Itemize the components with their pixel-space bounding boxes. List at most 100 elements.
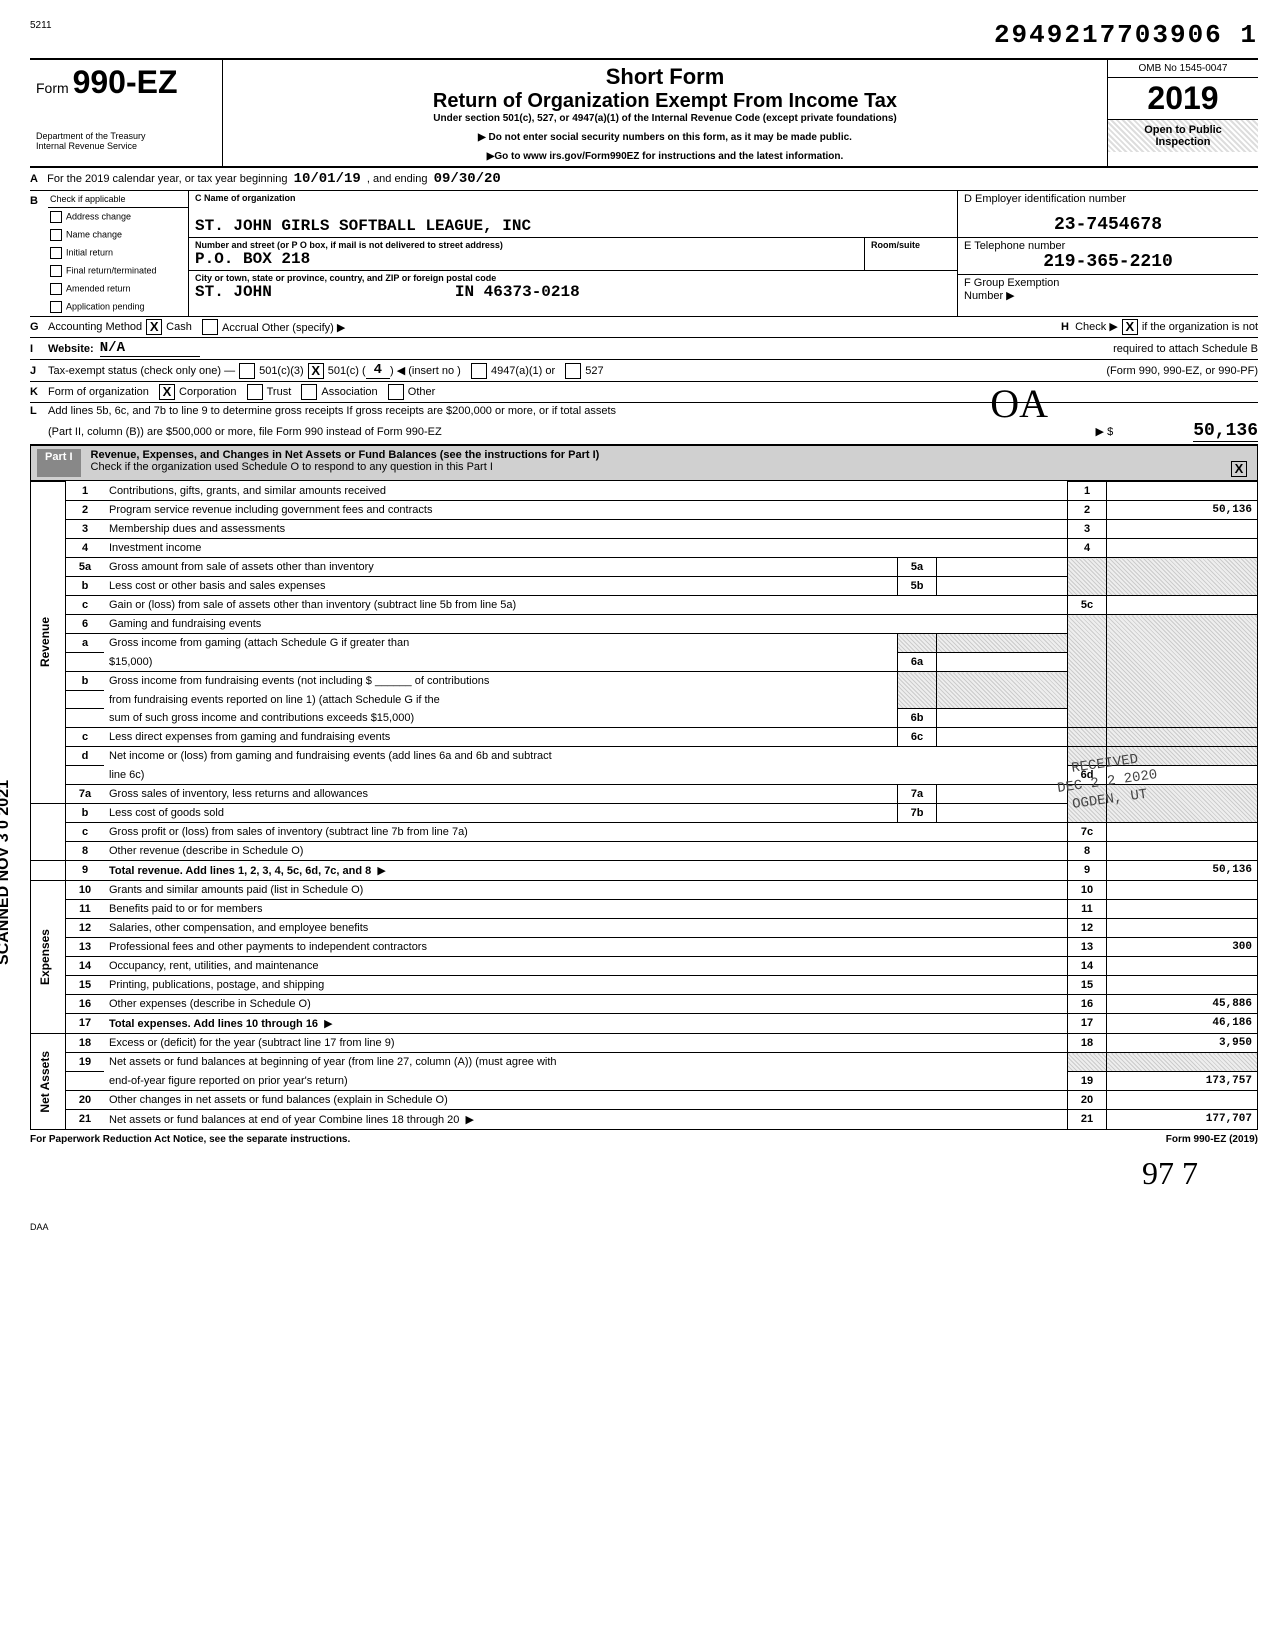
year: 2019: [1108, 78, 1258, 120]
addr: P.O. BOX 218: [195, 250, 858, 268]
cb-address-change[interactable]: Address change: [48, 208, 188, 226]
room-label: Room/suite: [871, 240, 951, 250]
org-name: ST. JOHN GIRLS SOFTBALL LEAGUE, INC: [195, 217, 951, 235]
main-title: Return of Organization Exempt From Incom…: [233, 90, 1097, 113]
h-text2: required to attach Schedule B: [1113, 343, 1258, 355]
instr1: ▶ Do not enter social security numbers o…: [233, 132, 1097, 143]
line-12: 12Salaries, other compensation, and empl…: [31, 919, 1258, 938]
line-19b: end-of-year figure reported on prior yea…: [31, 1072, 1258, 1091]
cb-name-change[interactable]: Name change: [48, 226, 188, 244]
line-2: 2Program service revenue including gover…: [31, 501, 1258, 520]
form-prefix: Form: [36, 80, 69, 96]
cb-4947[interactable]: [471, 363, 487, 379]
part1-check: Check if the organization used Schedule …: [91, 461, 493, 473]
f-label2: Number ▶: [964, 289, 1252, 302]
org-col: C Name of organization ST. JOHN GIRLS SO…: [189, 191, 957, 316]
c-label: C Name of organization: [195, 193, 951, 203]
line-10: Expenses10Grants and similar amounts pai…: [31, 881, 1258, 900]
cb-corp[interactable]: X: [159, 384, 175, 400]
expenses-side: Expenses: [31, 881, 66, 1034]
row-g-h: G Accounting Method XCash Accrual Other …: [30, 317, 1258, 338]
line-19: 19Net assets or fund balances at beginni…: [31, 1053, 1258, 1072]
row-k: K Form of organization XCorporation Trus…: [30, 382, 1258, 403]
open-public-2: Inspection: [1112, 136, 1254, 148]
city-label: City or town, state or province, country…: [195, 273, 951, 283]
line-5a: 5aGross amount from sale of assets other…: [31, 558, 1258, 577]
bottom-scrawl: 97 7: [30, 1155, 1258, 1192]
org-name-row: C Name of organization ST. JOHN GIRLS SO…: [189, 191, 957, 238]
line-8: 8Other revenue (describe in Schedule O)8: [31, 842, 1258, 861]
row-a-begin: 10/01/19: [294, 171, 361, 187]
row-l2: (Part II, column (B)) are $500,000 or mo…: [30, 419, 1258, 445]
j-527: 527: [585, 365, 603, 377]
form-header: Form 990-EZ Department of the Treasury I…: [30, 58, 1258, 168]
cb-amended-return[interactable]: Amended return: [48, 280, 188, 298]
cb-accrual[interactable]: [202, 319, 218, 335]
revenue-side: Revenue: [31, 482, 66, 804]
cb-final-return[interactable]: Final return/terminated: [48, 262, 188, 280]
cb-initial-return[interactable]: Initial return: [48, 244, 188, 262]
ein: 23-7454678: [964, 215, 1252, 235]
line-15: 15Printing, publications, postage, and s…: [31, 976, 1258, 995]
part1-label: Part I: [37, 449, 81, 477]
g-label: Accounting Method: [48, 321, 142, 333]
i-label: Website:: [48, 343, 94, 355]
ein-row: D Employer identification number 23-7454…: [958, 191, 1258, 238]
omb: OMB No 1545-0047: [1108, 60, 1258, 78]
cb-501c[interactable]: X: [308, 363, 324, 379]
cb-cash[interactable]: X: [146, 319, 162, 335]
line-9: 9Total revenue. Add lines 1, 2, 3, 4, 5c…: [31, 861, 1258, 881]
year-box: OMB No 1545-0047 2019 Open to Public Ins…: [1107, 60, 1258, 166]
cb-h[interactable]: X: [1122, 319, 1138, 335]
scanned-stamp: SCANNED NOV 3 0 2021: [0, 780, 13, 965]
cb-501c3[interactable]: [239, 363, 255, 379]
row-a: A For the 2019 calendar year, or tax yea…: [30, 168, 1258, 191]
line-5c: cGain or (loss) from sale of assets othe…: [31, 596, 1258, 615]
instr2: ▶Go to www irs.gov/Form990EZ for instruc…: [233, 151, 1097, 162]
city-row: City or town, state or province, country…: [189, 271, 957, 303]
checkboxes-col: Check if applicable Address change Name …: [48, 191, 189, 316]
form-number: Form 990-EZ: [36, 64, 216, 101]
j-insert: 4: [366, 362, 390, 379]
addr-label: Number and street (or P O box, if mail i…: [195, 240, 858, 250]
g-accrual: Accrual Other (specify) ▶: [222, 321, 345, 334]
cb-other[interactable]: [388, 384, 404, 400]
city: ST. JOHN: [195, 283, 272, 301]
part1-header: Part I Revenue, Expenses, and Changes in…: [30, 445, 1258, 481]
cb-527[interactable]: [565, 363, 581, 379]
line-4: 4Investment income4: [31, 539, 1258, 558]
cb-schedule-o[interactable]: X: [1231, 461, 1247, 477]
f-label: F Group Exemption: [964, 277, 1252, 289]
phone: 219-365-2210: [964, 252, 1252, 272]
group-exemption-row: F Group Exemption Number ▶: [958, 275, 1258, 304]
top-code: 5211: [30, 20, 52, 50]
k-other: Other: [408, 386, 436, 398]
initials-scrawl: OA: [990, 380, 1048, 427]
line-6: 6Gaming and fundraising events: [31, 615, 1258, 634]
row-j: J Tax-exempt status (check only one) — 5…: [30, 360, 1258, 382]
cb-application-pending[interactable]: Application pending: [48, 298, 188, 316]
j-4947: 4947(a)(1) or: [491, 365, 555, 377]
j-501c3: 501(c)(3): [259, 365, 304, 377]
k-assoc: Association: [321, 386, 377, 398]
website: N/A: [100, 340, 200, 357]
cb-trust[interactable]: [247, 384, 263, 400]
e-label: E Telephone number: [964, 240, 1252, 252]
paperwork: For Paperwork Reduction Act Notice, see …: [30, 1134, 350, 1145]
l-amount: 50,136: [1193, 421, 1258, 442]
line-7c: cGross profit or (loss) from sales of in…: [31, 823, 1258, 842]
state-zip: IN 46373-0218: [455, 283, 580, 301]
line-21: 21Net assets or fund balances at end of …: [31, 1110, 1258, 1130]
k-corp: Corporation: [179, 386, 236, 398]
row-a-mid: , and ending: [367, 173, 428, 185]
right-col: D Employer identification number 23-7454…: [957, 191, 1258, 316]
d-label: D Employer identification number: [964, 193, 1252, 205]
h-text: if the organization is not: [1142, 321, 1258, 333]
line-6c: cLess direct expenses from gaming and fu…: [31, 728, 1258, 747]
open-public-1: Open to Public: [1112, 124, 1254, 136]
line-16: 16Other expenses (describe in Schedule O…: [31, 995, 1258, 1014]
cb-assoc[interactable]: [301, 384, 317, 400]
open-public: Open to Public Inspection: [1108, 120, 1258, 152]
doc-number: 2949217703906 1: [994, 20, 1258, 50]
row-l1: L Add lines 5b, 6c, and 7b to line 9 to …: [30, 403, 1258, 419]
